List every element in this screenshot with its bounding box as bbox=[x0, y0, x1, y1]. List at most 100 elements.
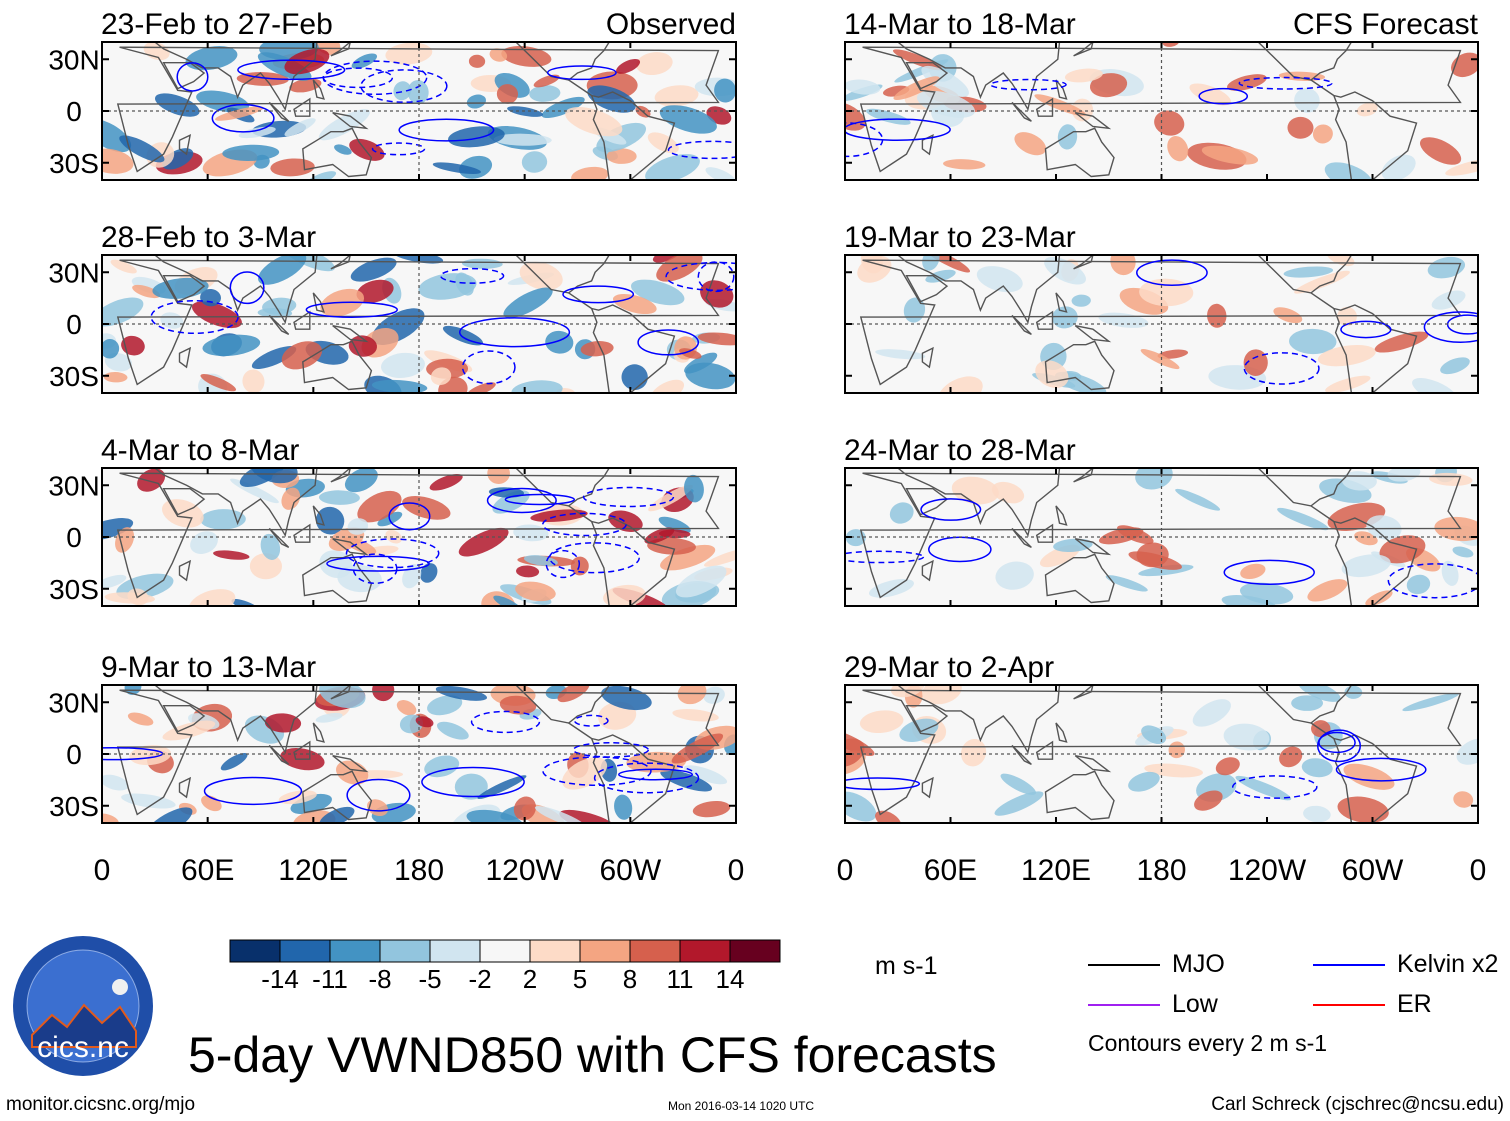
kelvin-contour bbox=[1232, 775, 1318, 799]
wind-anomaly-shading bbox=[511, 380, 563, 393]
wind-anomaly-shading bbox=[102, 813, 119, 823]
coastline bbox=[1044, 340, 1115, 391]
panel-kind-label: Observed bbox=[606, 8, 736, 41]
wind-anomaly-shading bbox=[660, 544, 716, 571]
coastline bbox=[312, 722, 325, 743]
kelvin-contour bbox=[229, 271, 265, 305]
panel-date-label: 19-Mar to 23-Mar bbox=[844, 221, 1076, 254]
wind-anomaly-shading bbox=[523, 555, 558, 566]
wind-anomaly-shading bbox=[1406, 574, 1431, 595]
panel-date-label: 24-Mar to 28-Mar bbox=[844, 434, 1076, 467]
x-tick-label: 0 bbox=[94, 854, 111, 887]
wind-anomaly-shading bbox=[347, 518, 369, 535]
wind-anomaly-shading bbox=[435, 685, 488, 701]
wind-anomaly-shading bbox=[960, 738, 987, 767]
wind-anomaly-shading bbox=[1445, 158, 1478, 176]
colorbar-swatch bbox=[379, 939, 431, 963]
wind-anomaly-shading bbox=[995, 561, 1034, 590]
kelvin-contour bbox=[845, 550, 925, 564]
kelvin-contour bbox=[542, 756, 652, 787]
colorbar-swatch bbox=[279, 939, 331, 963]
wind-anomaly-shading bbox=[684, 352, 718, 374]
wind-anomaly-shading bbox=[654, 85, 699, 107]
colorbar-swatch bbox=[679, 939, 731, 963]
wind-anomaly-shading bbox=[381, 352, 425, 378]
colorbar-tick-label: 11 bbox=[667, 964, 694, 994]
wind-anomaly-shading bbox=[580, 341, 614, 357]
wind-anomaly-shading bbox=[1221, 595, 1277, 606]
kelvin-contour bbox=[546, 65, 617, 81]
coastline bbox=[1073, 42, 1094, 57]
wind-anomaly-shading bbox=[925, 269, 956, 283]
kelvin-contour bbox=[470, 710, 541, 734]
wind-anomaly-shading bbox=[704, 547, 736, 567]
wind-anomaly-shading bbox=[315, 712, 343, 723]
site-url[interactable]: monitor.cicsnc.org/mjo bbox=[6, 1094, 196, 1115]
wind-anomaly-shading bbox=[372, 685, 395, 702]
wind-anomaly-shading bbox=[357, 490, 402, 523]
coastline bbox=[921, 776, 934, 799]
wind-anomaly-shading bbox=[994, 791, 1044, 816]
wind-anomaly-shading bbox=[672, 709, 719, 722]
wind-anomaly-shading bbox=[636, 52, 673, 76]
wind-anomaly-shading bbox=[1167, 136, 1189, 162]
coastline bbox=[268, 744, 290, 766]
coastline bbox=[302, 770, 373, 821]
coastline bbox=[330, 42, 352, 57]
legend-label-kelvin: Kelvin x2 bbox=[1397, 950, 1499, 978]
panel-date-label: 23-Feb to 27-Feb bbox=[101, 8, 333, 41]
wind-anomaly-shading bbox=[1189, 83, 1231, 106]
map-panel: 24-Mar to 28-Mar bbox=[844, 434, 1479, 607]
coastline bbox=[102, 42, 318, 112]
wind-anomaly-shading bbox=[222, 144, 280, 161]
wind-anomaly-shading bbox=[991, 481, 1025, 504]
coastline bbox=[293, 523, 311, 543]
wind-anomaly-shading bbox=[461, 258, 503, 269]
coastline bbox=[845, 42, 1061, 112]
wind-anomaly-shading bbox=[200, 288, 221, 307]
longitude-axes: 0 60E 120E 180 120W 60W 0 0 60E 120E 180 120W 60W 0 bbox=[94, 854, 1487, 887]
wind-anomaly-shading bbox=[1140, 348, 1180, 370]
wind-anomaly-shading bbox=[1044, 256, 1086, 285]
map-panel: 19-Mar to 23-Mar bbox=[844, 221, 1479, 394]
wind-anomaly-shading bbox=[692, 801, 731, 818]
x-tick-label: 60W bbox=[1342, 854, 1404, 887]
kelvin-contour bbox=[582, 486, 675, 508]
wind-anomaly-shading bbox=[865, 108, 911, 125]
colorbar-swatch bbox=[329, 939, 381, 963]
panel-date-label: 14-Mar to 18-Mar bbox=[844, 8, 1076, 41]
wind-anomaly-shading bbox=[1175, 488, 1221, 511]
wind-anomaly-shading bbox=[1452, 546, 1474, 558]
wind-anomaly-shading bbox=[1387, 468, 1421, 482]
wind-anomaly-shading bbox=[684, 474, 704, 503]
colorbar-swatch bbox=[729, 939, 781, 963]
panel-kind-label: CFS Forecast bbox=[1293, 8, 1479, 41]
wind-anomaly-shading bbox=[1440, 357, 1470, 375]
wind-anomaly-shading bbox=[220, 752, 248, 771]
timestamp: Mon 2016-03-14 1020 UTC bbox=[668, 1099, 815, 1113]
coastline bbox=[178, 559, 192, 582]
wind-anomaly-shading bbox=[515, 581, 556, 602]
wind-anomaly-shading bbox=[137, 468, 166, 492]
coastline bbox=[330, 685, 352, 700]
wind-anomaly-shading bbox=[889, 502, 914, 524]
kelvin-contour bbox=[637, 329, 700, 356]
coastline bbox=[568, 79, 676, 180]
wind-anomaly-shading bbox=[436, 721, 469, 740]
wind-anomaly-shading bbox=[658, 529, 691, 539]
coastline bbox=[1310, 292, 1418, 393]
coastline bbox=[905, 488, 949, 516]
legend-label-mjo: MJO bbox=[1172, 950, 1225, 978]
coastline bbox=[102, 685, 318, 755]
cics-logo: cics.nc bbox=[13, 936, 153, 1076]
wind-anomaly-shading bbox=[601, 685, 652, 711]
coastline bbox=[1310, 79, 1418, 180]
coastline bbox=[514, 42, 611, 81]
wind-anomaly-shading bbox=[645, 154, 700, 180]
logo-text: cics.nc bbox=[37, 1031, 129, 1064]
wind-anomaly-shading bbox=[875, 349, 926, 360]
coastline bbox=[921, 346, 934, 369]
wind-anomaly-shading bbox=[845, 529, 866, 547]
kelvin-contour bbox=[486, 487, 557, 514]
wind-anomaly-shading bbox=[396, 700, 417, 716]
